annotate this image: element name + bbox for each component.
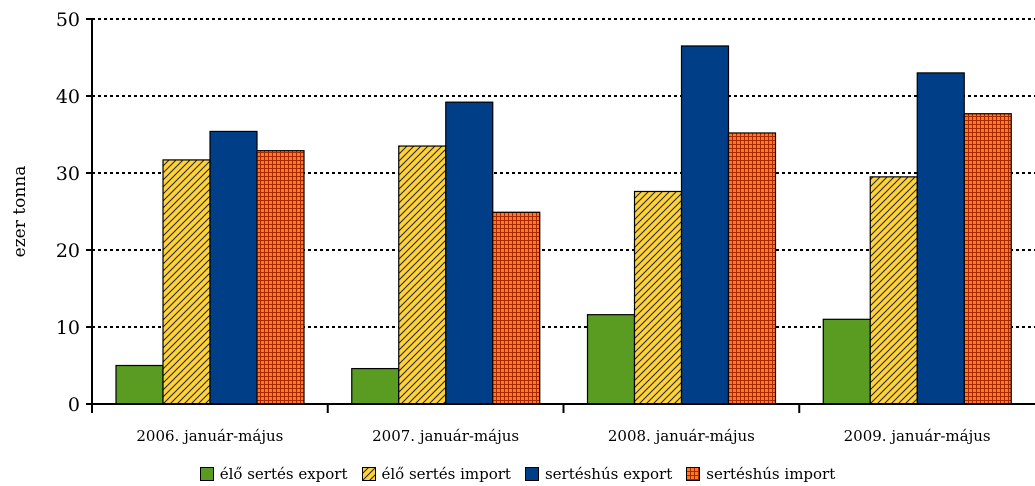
legend-item: élő sertés import [361, 465, 511, 483]
x-tick-label: 2008. január-május [608, 427, 755, 445]
bar [916, 72, 965, 405]
bar [115, 364, 164, 405]
y-tick-label: 0 [68, 394, 80, 416]
bar [351, 367, 400, 405]
x-tick-label: 2007. január-május [372, 427, 519, 445]
axis-labels: 0 10 20 30 40 50 2006. január-május 2007. januá… [10, 9, 991, 445]
bar [445, 101, 494, 405]
legend-label: sertéshús export [544, 465, 673, 483]
legend-label: élő sertés import [381, 465, 511, 483]
y-axis-title: ezer tonna [10, 166, 30, 258]
axes [86, 18, 1035, 413]
bar [727, 132, 777, 405]
legend-label: sertéshús import [706, 465, 836, 483]
legend-item: sertéshús import [686, 465, 835, 483]
bar-chart: 0 10 20 30 40 50 2006. január-május 2007. januá… [10, 9, 1035, 445]
x-tick-label: 2009. január-május [844, 427, 991, 445]
legend-swatch [199, 467, 214, 481]
bar [492, 211, 541, 405]
bar [398, 145, 447, 405]
bar [162, 159, 211, 405]
y-tick-label: 40 [56, 86, 80, 108]
legend-swatch [361, 467, 376, 481]
bar [586, 314, 636, 405]
y-tick-label: 10 [56, 317, 80, 339]
bar [256, 150, 305, 405]
y-tick-label: 20 [56, 240, 80, 262]
bar [209, 130, 258, 405]
bar [633, 190, 683, 405]
legend-item: sertéshús export [524, 465, 673, 483]
y-tick-label: 50 [56, 9, 80, 31]
legend-item: élő sertés export [199, 465, 348, 483]
y-tick-label: 30 [56, 163, 80, 185]
bar [869, 176, 918, 405]
legend-label: élő sertés export [219, 465, 348, 483]
bar [822, 318, 871, 405]
x-tick-label: 2006. január-május [136, 427, 283, 445]
legend-swatch [524, 467, 539, 481]
legend-swatch [686, 467, 701, 481]
bar [680, 45, 730, 405]
bars [115, 45, 1012, 405]
legend: élő sertés export élő sertés import sertés… [0, 462, 1035, 486]
bar [963, 113, 1012, 405]
